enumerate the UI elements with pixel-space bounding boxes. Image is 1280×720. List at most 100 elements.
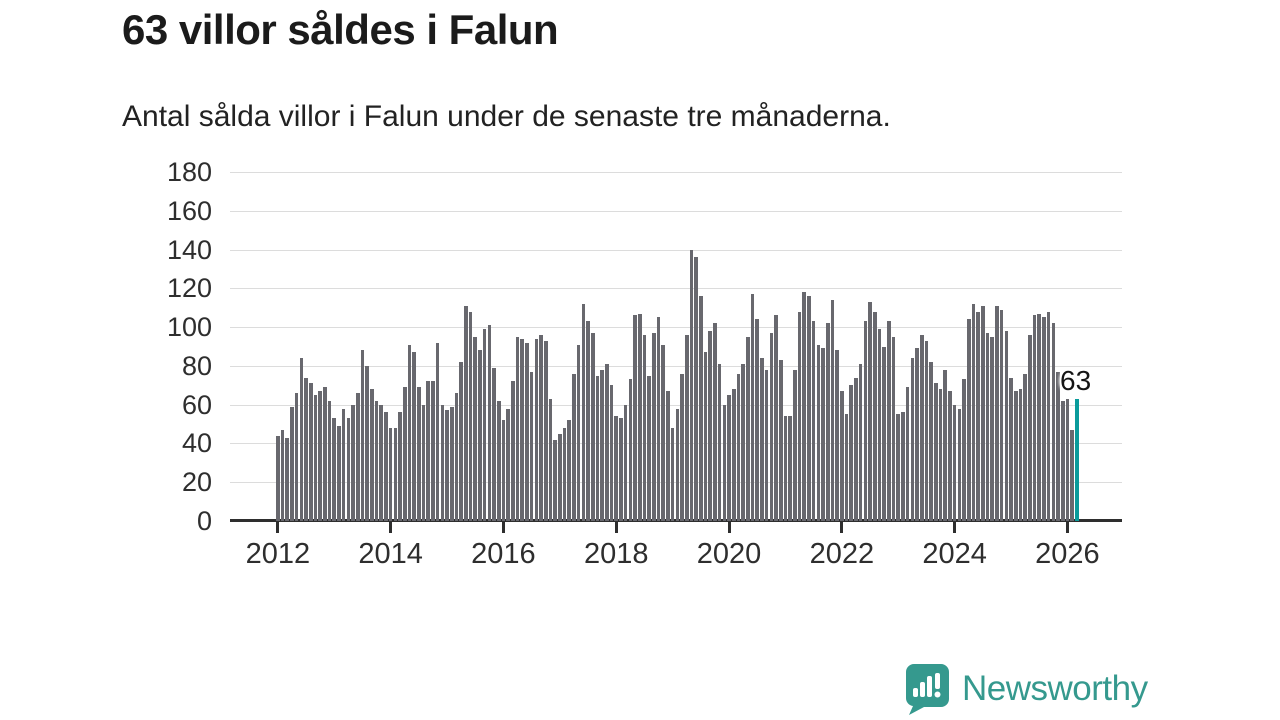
bar — [553, 439, 557, 521]
bar — [412, 352, 416, 521]
x-tick — [501, 522, 505, 533]
bar — [633, 315, 637, 521]
bar — [407, 344, 412, 521]
bar — [642, 334, 647, 521]
bar — [562, 427, 567, 521]
bar — [1051, 323, 1056, 521]
y-tick-label: 40 — [181, 428, 212, 459]
bar — [370, 389, 374, 521]
bar — [482, 329, 487, 521]
bar — [454, 393, 459, 521]
bar — [421, 404, 426, 521]
bar — [351, 404, 355, 521]
bar-series — [276, 172, 1122, 521]
bar — [445, 410, 449, 521]
x-tick — [840, 522, 844, 533]
x-tick — [1065, 522, 1069, 533]
bar — [689, 249, 694, 521]
bar — [915, 348, 919, 521]
bar — [539, 334, 543, 521]
bar — [459, 362, 463, 521]
bar — [680, 373, 684, 521]
bar — [741, 363, 745, 521]
bar — [661, 344, 666, 521]
bar — [1037, 313, 1042, 521]
bar — [276, 435, 280, 521]
bar — [290, 406, 294, 521]
bar — [294, 393, 299, 521]
bar — [548, 398, 553, 521]
bar — [379, 404, 384, 521]
bar — [736, 373, 741, 521]
x-tick — [614, 522, 618, 533]
bar — [760, 358, 764, 521]
bar — [1042, 317, 1046, 521]
x-tick-label: 2018 — [583, 538, 649, 570]
bar — [774, 315, 778, 521]
bar — [731, 389, 736, 521]
x-tick-label: 2026 — [1035, 538, 1100, 570]
newsworthy-logo-text: Newsworthy — [962, 669, 1148, 708]
bar — [727, 394, 731, 521]
bar — [722, 404, 727, 521]
bar — [285, 437, 290, 521]
bar — [797, 311, 802, 521]
bar — [1018, 389, 1023, 521]
x-tick — [727, 522, 731, 533]
bar — [656, 317, 661, 521]
bar — [962, 379, 966, 521]
bar — [990, 336, 995, 521]
gridline — [230, 172, 1122, 173]
bar — [623, 404, 628, 521]
bar — [694, 257, 698, 521]
bar — [374, 400, 379, 521]
bar — [995, 305, 999, 521]
bar — [506, 408, 510, 521]
bar — [746, 336, 750, 521]
chart-subtitle: Antal sålda villor i Falun under de sena… — [122, 100, 891, 133]
bar — [337, 426, 341, 521]
bar — [788, 416, 792, 521]
bar — [783, 416, 788, 521]
gridline — [230, 288, 1122, 290]
bar — [605, 363, 609, 521]
bar — [802, 292, 807, 521]
bar — [1004, 331, 1009, 521]
bar — [938, 389, 943, 521]
bar — [478, 350, 482, 521]
bar — [327, 400, 332, 521]
y-tick-label: 140 — [166, 234, 212, 265]
bar — [590, 332, 595, 521]
bar — [440, 404, 445, 521]
bar — [901, 412, 905, 521]
bar — [609, 385, 614, 521]
bar — [966, 319, 971, 521]
bar — [840, 391, 844, 521]
bar — [520, 338, 525, 521]
bar — [384, 412, 388, 521]
gridline — [230, 327, 1122, 329]
bar — [492, 367, 496, 521]
bar — [1046, 311, 1051, 521]
bar — [821, 348, 825, 521]
x-tick — [389, 522, 393, 533]
bar — [670, 427, 675, 521]
y-tick-label: 160 — [166, 195, 212, 226]
bar — [355, 393, 360, 521]
bar — [948, 391, 952, 521]
bar — [981, 305, 985, 521]
x-tick — [276, 522, 280, 533]
y-tick-label: 0 — [196, 506, 212, 536]
bar — [755, 319, 760, 521]
bar — [943, 369, 948, 521]
bar — [905, 387, 910, 521]
bar — [872, 311, 877, 521]
bar — [924, 340, 929, 521]
bar — [891, 336, 896, 521]
bar — [675, 408, 680, 521]
bar — [581, 303, 586, 521]
bar — [600, 369, 604, 521]
gridline — [230, 404, 1122, 406]
y-tick-label: 60 — [181, 389, 212, 420]
bar — [586, 321, 590, 521]
